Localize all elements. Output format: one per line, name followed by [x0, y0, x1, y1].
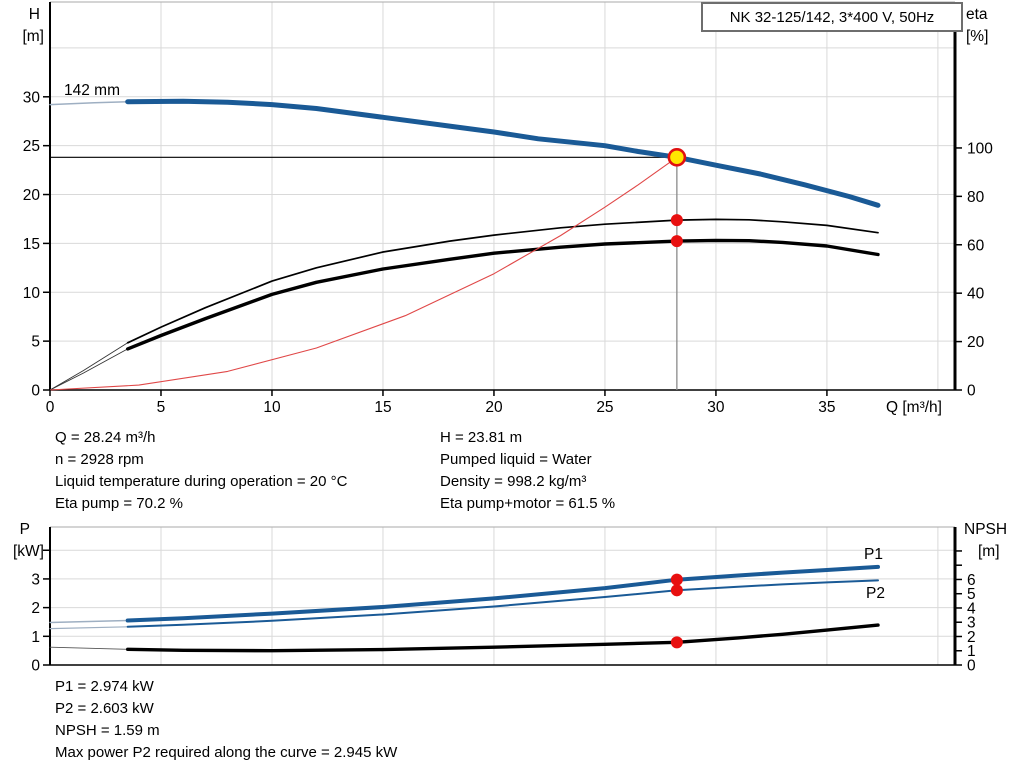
left-tick-label: 15	[23, 236, 40, 253]
left-tick-label: 0	[31, 383, 40, 400]
label-: [%]	[966, 28, 988, 45]
info-line-npsh: NPSH = 1.59 m	[55, 722, 160, 739]
right-tick-label: 80	[967, 189, 985, 206]
label-p1: P1	[864, 546, 883, 563]
curve-NPSH-leadin	[49, 646, 129, 650]
info-line-p1: P1 = 2.974 kW	[55, 678, 154, 695]
right-tick-label: 0	[967, 658, 976, 675]
label-p2: P2	[866, 585, 885, 602]
info-line-density: Density = 998.2 kg/m³	[440, 473, 587, 490]
x-tick-label: 20	[485, 399, 503, 416]
pump-title: NK 32-125/142, 3*400 V, 50Hz	[729, 8, 935, 26]
curve-P2-leadin	[49, 626, 129, 630]
npsh-point-marker	[670, 636, 683, 649]
right-tick-label: 20	[967, 334, 985, 351]
curve-eta-pump-motor-leadin	[49, 348, 129, 391]
curve-P1	[125, 564, 880, 623]
right-tick-label: 5	[967, 586, 976, 603]
p1-point-marker	[670, 573, 683, 586]
pump-title-box: NK 32-125/142, 3*400 V, 50Hz	[701, 2, 963, 32]
left-tick-label: 5	[31, 334, 40, 351]
p2-point-marker	[670, 584, 683, 597]
curve-eta-pump	[126, 218, 879, 344]
label-h: H	[29, 6, 40, 23]
info-line-h: H = 23.81 m	[440, 429, 523, 446]
curve-eta-pump-motor	[125, 238, 880, 351]
label-kw: [kW]	[13, 543, 44, 560]
right-tick-label: 1	[967, 643, 976, 660]
x-tick-label: 15	[374, 399, 391, 416]
right-tick-label: 4	[967, 600, 976, 617]
x-tick-label: 0	[46, 399, 55, 416]
eta-pump-motor-point-marker	[670, 235, 683, 248]
label-m: [m]	[22, 28, 44, 45]
curve-system-curve	[49, 156, 678, 391]
x-tick-label: 5	[157, 399, 166, 416]
power-info-block: P1 = 2.974 kW P2 = 2.603 kW NPSH = 1.59 …	[55, 676, 397, 764]
curve-P1-leadin	[49, 619, 129, 624]
left-tick-label: 30	[23, 89, 41, 106]
duty-point-marker	[667, 147, 687, 167]
curve-head-142mm-leadin	[49, 100, 129, 106]
label-eta: eta	[966, 6, 988, 23]
right-tick-label: 100	[967, 140, 993, 157]
right-tick-label: 3	[967, 615, 976, 632]
x-tick-label: 35	[818, 399, 835, 416]
info-line-q: Q = 28.24 m³/h	[55, 429, 156, 446]
label-q-m-h: Q [m³/h]	[886, 399, 942, 416]
duty-info-left: Q = 28.24 m³/h n = 2928 rpm Liquid tempe…	[55, 427, 347, 515]
right-tick-label: 60	[967, 237, 985, 254]
x-tick-label: 25	[596, 399, 613, 416]
qh-eta-plot: 0 5 10 15 20 25 30 35 0 5 10 15 20 25 30 0 20 40 60 80 100 H […	[22, 1, 993, 416]
info-line-eta-pump: Eta pump = 70.2 %	[55, 495, 183, 512]
curve-head-142mm	[125, 98, 881, 208]
info-line-liquid-temp: Liquid temperature during operation = 20…	[55, 473, 348, 490]
left-tick-label: 3	[31, 571, 40, 588]
left-tick-label: 1	[31, 629, 40, 646]
label-p: P	[20, 521, 30, 538]
left-tick-label: 20	[23, 187, 41, 204]
duty-info-right: H = 23.81 m Pumped liquid = Water Densit…	[440, 427, 615, 515]
info-line-maxp2: Max power P2 required along the curve = …	[55, 744, 398, 761]
left-tick-label: 10	[23, 285, 41, 302]
curve-eta-pump-leadin	[49, 342, 129, 391]
label-142-mm: 142 mm	[64, 82, 120, 99]
x-tick-label: 10	[263, 399, 281, 416]
info-line-pumped-liquid: Pumped liquid = Water	[440, 451, 592, 468]
info-line-eta-pump-motor: Eta pump+motor = 61.5 %	[440, 495, 616, 512]
left-tick-label: 2	[31, 600, 40, 617]
info-line-p2: P2 = 2.603 kW	[55, 700, 154, 717]
x-tick-label: 30	[707, 399, 725, 416]
left-tick-label: 25	[23, 138, 40, 155]
right-tick-label: 40	[967, 286, 985, 303]
curve-NPSH	[125, 623, 880, 653]
right-tick-label: 0	[967, 383, 976, 400]
curve-P2	[126, 579, 879, 628]
label-npsh: NPSH	[964, 521, 1007, 538]
right-tick-label: 2	[967, 629, 976, 646]
info-line-n: n = 2928 rpm	[55, 451, 144, 468]
eta-pump-point-marker	[670, 214, 683, 227]
left-tick-label: 0	[31, 658, 40, 675]
right-tick-label: 6	[967, 572, 976, 589]
label-m: [m]	[978, 543, 1000, 560]
